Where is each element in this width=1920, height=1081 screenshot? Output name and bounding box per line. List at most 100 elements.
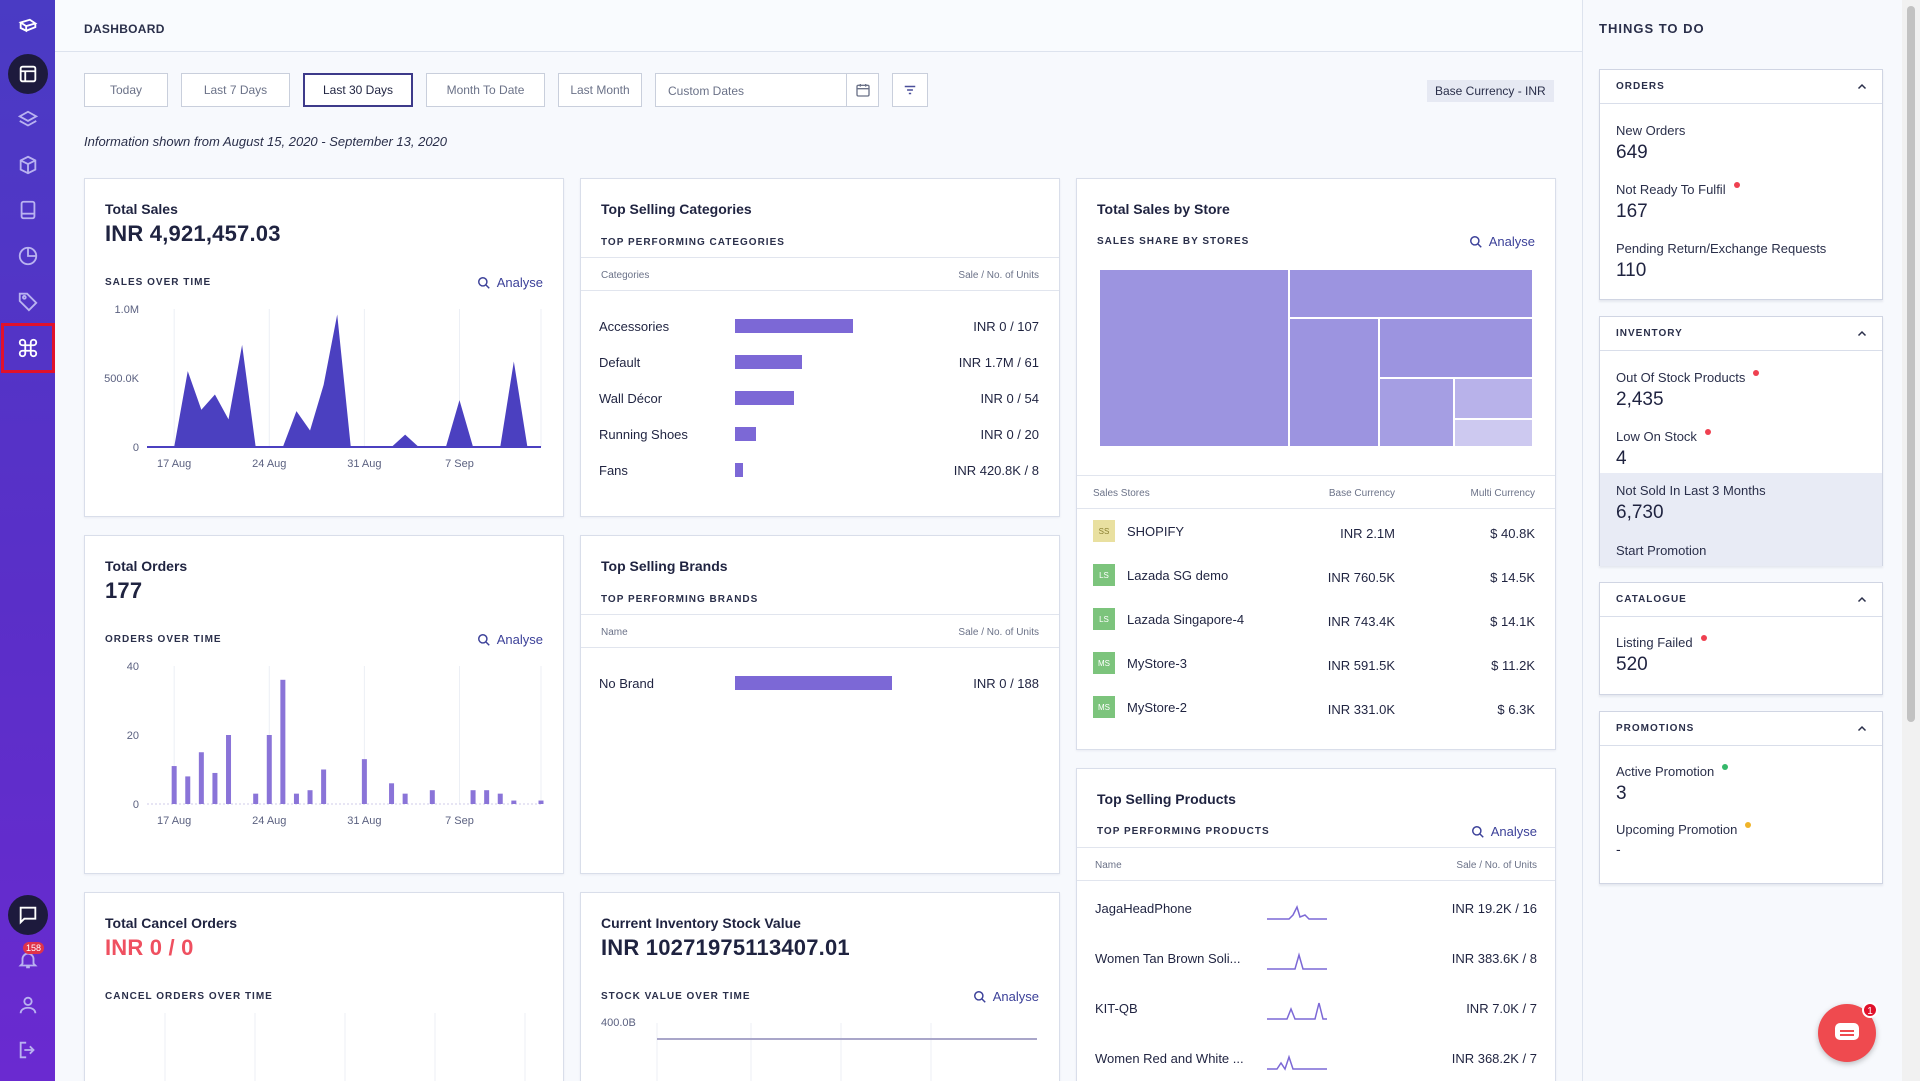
top-products-subtitle: TOP PERFORMING PRODUCTS: [1097, 826, 1270, 837]
filter-last-30-days-button[interactable]: Last 30 Days: [303, 73, 413, 107]
table-row[interactable]: LS Lazada SG demo INR 760.5K $ 14.5K: [1077, 562, 1555, 590]
filter-today-button[interactable]: Today: [84, 73, 168, 107]
col-base-currency: Base Currency: [1328, 488, 1395, 499]
filter-last-7-days-button[interactable]: Last 7 Days: [181, 73, 290, 107]
promotions-head: PROMOTIONS: [1616, 723, 1695, 734]
top-brands-title: Top Selling Brands: [601, 558, 728, 574]
active-promotion-label: Active Promotion: [1616, 764, 1715, 779]
layers-icon[interactable]: [8, 100, 48, 140]
listing-failed-item[interactable]: Listing Failed 520: [1616, 634, 1707, 676]
category-value: INR 0 / 20: [980, 427, 1039, 442]
page-scrollbar[interactable]: [1902, 0, 1920, 1081]
brand-name: No Brand: [599, 676, 654, 691]
order-bar: [484, 790, 490, 804]
low-stock-label: Low On Stock: [1616, 429, 1697, 444]
inventory-analyse-link[interactable]: Analyse: [973, 989, 1039, 1004]
logo-icon[interactable]: [8, 8, 48, 48]
list-item[interactable]: Wall Décor INR 0 / 54: [581, 389, 1059, 409]
active-promotion-item[interactable]: Active Promotion 3: [1616, 763, 1729, 805]
date-range-info: Information shown from August 15, 2020 -…: [84, 134, 448, 149]
table-row[interactable]: Women Red and White ... INR 368.2K / 7: [1077, 1043, 1555, 1071]
chevron-up-icon[interactable]: [1856, 723, 1868, 735]
tag-icon[interactable]: [8, 281, 48, 321]
x-tick-label: 7 Sep: [445, 815, 474, 827]
not-ready-item[interactable]: Not Ready To Fulfil 167: [1616, 181, 1740, 223]
filter-month-to-date-button[interactable]: Month To Date: [426, 73, 545, 107]
message-icon[interactable]: [8, 895, 48, 935]
col-multi-currency: Multi Currency: [1470, 488, 1535, 499]
chevron-up-icon[interactable]: [1856, 594, 1868, 606]
chevron-up-icon[interactable]: [1856, 81, 1868, 93]
not-sold-highlight[interactable]: [1600, 473, 1882, 566]
top-products-card: Top Selling Products TOP PERFORMING PROD…: [1076, 768, 1556, 1081]
table-row[interactable]: LS Lazada Singapore-4 INR 743.4K $ 14.1K: [1077, 606, 1555, 634]
user-icon[interactable]: [8, 985, 48, 1025]
table-row[interactable]: KIT-QB INR 7.0K / 7: [1077, 993, 1555, 1021]
table-row[interactable]: MS MyStore-2 INR 331.0K $ 6.3K: [1077, 694, 1555, 722]
top-categories-subtitle: TOP PERFORMING CATEGORIES: [601, 237, 785, 248]
chevron-up-icon[interactable]: [1856, 328, 1868, 340]
inventory-section-header[interactable]: INVENTORY: [1600, 317, 1882, 351]
store-logo: LS: [1093, 608, 1115, 630]
table-row[interactable]: JagaHeadPhone INR 19.2K / 16: [1077, 893, 1555, 921]
analyse-label: Analyse: [496, 275, 543, 290]
table-row[interactable]: Women Tan Brown Soli... INR 383.6K / 8: [1077, 943, 1555, 971]
list-item[interactable]: Running Shoes INR 0 / 20: [581, 425, 1059, 445]
x-tick-label: 7 Sep: [445, 458, 474, 470]
out-of-stock-label: Out Of Stock Products: [1616, 370, 1746, 385]
orders-analyse-link[interactable]: Analyse: [477, 632, 543, 647]
treemap-lazada-4: [1288, 317, 1380, 447]
sales-analyse-link[interactable]: Analyse: [477, 275, 543, 290]
calendar-icon[interactable]: [846, 74, 878, 106]
col-sale-units: Sale / No. of Units: [958, 627, 1039, 638]
filter-last-month-button[interactable]: Last Month: [558, 73, 642, 107]
order-bar: [185, 776, 191, 804]
scrollbar-thumb[interactable]: [1907, 6, 1915, 722]
start-promotion-link[interactable]: Start Promotion: [1616, 543, 1707, 558]
upcoming-promotion-item[interactable]: Upcoming Promotion -: [1616, 821, 1752, 857]
store-name: Lazada SG demo: [1127, 568, 1229, 583]
top-products-title: Top Selling Products: [1097, 791, 1236, 807]
custom-dates-placeholder: Custom Dates: [668, 84, 745, 98]
low-stock-item[interactable]: Low On Stock 4: [1616, 428, 1711, 470]
chat-button[interactable]: 1: [1818, 1002, 1878, 1062]
pending-returns-item[interactable]: Pending Return/Exchange Requests 110: [1616, 241, 1826, 282]
list-item[interactable]: Accessories INR 0 / 107: [581, 317, 1059, 337]
category-bar: [735, 427, 756, 441]
col-name: Name: [1095, 860, 1122, 871]
dashboard-icon[interactable]: [8, 54, 48, 94]
category-name: Accessories: [599, 319, 670, 334]
box-icon[interactable]: [8, 145, 48, 185]
total-orders-card: Total Orders 177 ORDERS OVER TIME Analys…: [84, 535, 564, 874]
filter-icon[interactable]: [892, 73, 928, 107]
promotions-section-header[interactable]: PROMOTIONS: [1600, 712, 1882, 746]
out-of-stock-item[interactable]: Out Of Stock Products 2,435: [1616, 369, 1760, 411]
list-item[interactable]: Fans INR 420.8K / 8: [581, 461, 1059, 481]
treemap-mystore-2: [1378, 377, 1455, 447]
bell-icon[interactable]: 158: [8, 940, 48, 980]
custom-dates-input[interactable]: Custom Dates: [655, 73, 879, 107]
store-logo: SS: [1093, 520, 1115, 542]
book-icon[interactable]: [8, 190, 48, 230]
store-name: SHOPIFY: [1127, 524, 1185, 539]
products-analyse-link[interactable]: Analyse: [1471, 824, 1537, 839]
table-row[interactable]: SS SHOPIFY INR 2.1M $ 40.8K: [1077, 518, 1555, 546]
list-item[interactable]: Default INR 1.7M / 61: [581, 353, 1059, 373]
not-sold-item[interactable]: Not Sold In Last 3 Months 6,730: [1616, 483, 1766, 524]
brand-bar: [735, 676, 892, 690]
x-tick-label: 24 Aug: [252, 815, 286, 827]
table-row[interactable]: MS MyStore-3 INR 591.5K $ 11.2K: [1077, 650, 1555, 678]
store-base-currency: INR 2.1M: [1340, 526, 1395, 541]
new-orders-item[interactable]: New Orders 649: [1616, 123, 1685, 164]
orders-section-header[interactable]: ORDERS: [1600, 70, 1882, 104]
store-base-currency: INR 591.5K: [1327, 658, 1395, 673]
top-categories-card: Top Selling Categories TOP PERFORMING CA…: [580, 178, 1060, 517]
list-item[interactable]: No Brand INR 0 / 188: [581, 674, 1059, 694]
command-icon[interactable]: [1, 323, 55, 373]
catalogue-section-header[interactable]: CATALOGUE: [1600, 583, 1882, 617]
store-treemap: [1099, 269, 1533, 447]
total-cancel-value: INR 0 / 0: [105, 935, 194, 960]
logout-icon[interactable]: [8, 1030, 48, 1070]
pie-chart-icon[interactable]: [8, 236, 48, 276]
store-analyse-link[interactable]: Analyse: [1469, 234, 1535, 249]
